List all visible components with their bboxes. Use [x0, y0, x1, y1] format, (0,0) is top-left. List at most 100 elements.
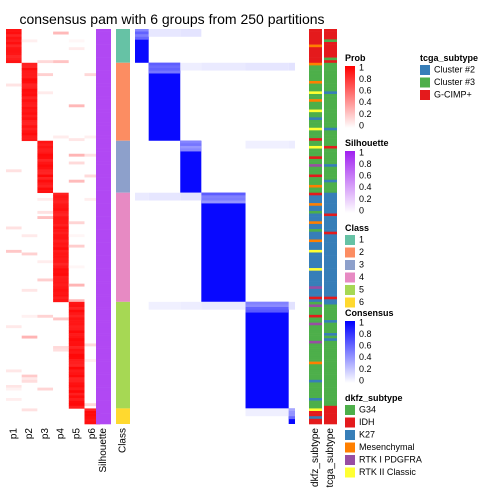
silhouette-cell [96, 327, 111, 331]
prob-cell [68, 369, 85, 373]
silhouette-cell [96, 179, 111, 183]
dkfz-subtype-cell [309, 96, 322, 100]
prob-cell [53, 247, 69, 251]
legend-dkfz-subtype-label: RTK II Classic [359, 467, 416, 477]
silhouette-cell [96, 169, 111, 173]
tcga-subtype-cell [324, 249, 337, 253]
tcga-subtype-cell [324, 320, 337, 323]
tcga-subtype-cell [324, 182, 337, 186]
tcga-subtype-cell [324, 226, 337, 230]
prob-cell [37, 171, 54, 175]
dkfz-subtype-cell [309, 52, 322, 56]
tcga-subtype-cell [324, 242, 337, 245]
prob-cell [68, 333, 85, 336]
silhouette-cell [96, 405, 111, 409]
dkfz-subtype-cell [309, 164, 322, 168]
prob-cell [68, 221, 85, 225]
dkfz-subtype-cell [309, 182, 322, 186]
prob-cell [68, 343, 85, 347]
prob-cell [53, 257, 69, 261]
prob-cell [6, 83, 22, 87]
dkfz-subtype-cell [309, 135, 322, 139]
prob-cell [21, 379, 38, 383]
prob-cell [6, 36, 22, 40]
silhouette-cell [96, 101, 111, 105]
silhouette-cell [96, 192, 111, 196]
prob-cell [53, 236, 69, 240]
silhouette-cell [96, 216, 111, 220]
silhouette-cell [96, 177, 111, 181]
tcga-subtype-cell [324, 275, 337, 279]
dkfz-subtype-cell [309, 216, 322, 220]
dkfz-subtype-cell [309, 171, 322, 175]
tcga-subtype-cell [324, 101, 337, 105]
tcga-subtype-cell [324, 34, 337, 38]
tcga-subtype-cell [324, 413, 337, 417]
silhouette-cell [96, 288, 111, 292]
prob-cell [6, 385, 22, 388]
consensus-cell [288, 411, 295, 414]
legend-tcga-subtype-swatch [420, 90, 430, 100]
tcga-subtype-cell [324, 210, 337, 214]
prob-cell [21, 93, 38, 97]
silhouette-cell [96, 161, 111, 165]
dkfz-subtype-cell [309, 421, 322, 425]
tcga-subtype-cell [324, 398, 337, 401]
prob-cell [84, 411, 101, 414]
tcga-subtype-cell [324, 387, 337, 391]
tcga-subtype-cell [324, 353, 337, 357]
tcga-subtype-cell [324, 325, 337, 329]
tcga-subtype-cell [324, 171, 337, 175]
silhouette-cell [96, 317, 111, 321]
silhouette-cell [96, 265, 111, 269]
tcga-subtype-cell [324, 343, 337, 347]
tcga-subtype-cell [324, 93, 337, 97]
silhouette-cell [96, 421, 111, 425]
silhouette-cell [96, 67, 111, 71]
prob-cell [84, 135, 101, 139]
prob-cell [21, 377, 38, 381]
prob-cell [21, 80, 38, 84]
dkfz-subtype-cell [309, 210, 322, 214]
silhouette-cell [96, 278, 111, 282]
consensus-cell [288, 140, 295, 149]
dkfz-subtype-cell [309, 413, 322, 417]
prob-cell [37, 179, 54, 183]
prob-cell [37, 190, 54, 194]
silhouette-cell [96, 210, 111, 214]
dkfz-subtype-cell [309, 294, 322, 297]
legend-class-label: 4 [359, 272, 364, 282]
legend-dkfz-subtype-swatch [345, 442, 355, 453]
prob-cell [21, 127, 38, 131]
dkfz-subtype-cell [309, 39, 322, 43]
tcga-subtype-cell [324, 390, 337, 394]
prob-cell [68, 392, 85, 396]
silhouette-cell [96, 268, 111, 271]
legend-silhouette-tick: 0.6 [359, 171, 372, 181]
tcga-subtype-cell [324, 223, 337, 227]
consensus-cell [180, 140, 202, 144]
silhouette-cell [96, 164, 111, 168]
legend-silhouette-tick: 0.8 [359, 159, 372, 169]
dkfz-subtype-cell [309, 54, 322, 58]
dkfz-subtype-cell [309, 314, 322, 318]
tcga-subtype-cell [324, 379, 337, 383]
tcga-subtype-cell [324, 138, 337, 142]
silhouette-cell [96, 286, 111, 290]
dkfz-subtype-cell [309, 44, 322, 48]
prob-cell [53, 218, 69, 222]
tcga-subtype-cell [324, 294, 337, 297]
prob-cell [53, 60, 69, 64]
prob-cell [6, 29, 22, 32]
prob-cell [21, 73, 38, 77]
silhouette-cell [96, 291, 111, 295]
silhouette-cell [96, 296, 111, 300]
prob-cell [53, 197, 69, 201]
tcga-subtype-cell [324, 333, 337, 336]
tcga-subtype-cell [324, 291, 337, 295]
dkfz-subtype-cell [309, 320, 322, 323]
prob-cell [53, 286, 69, 290]
prob-cell [53, 260, 69, 264]
prob-cell [21, 91, 38, 95]
prob-cell [21, 122, 38, 126]
